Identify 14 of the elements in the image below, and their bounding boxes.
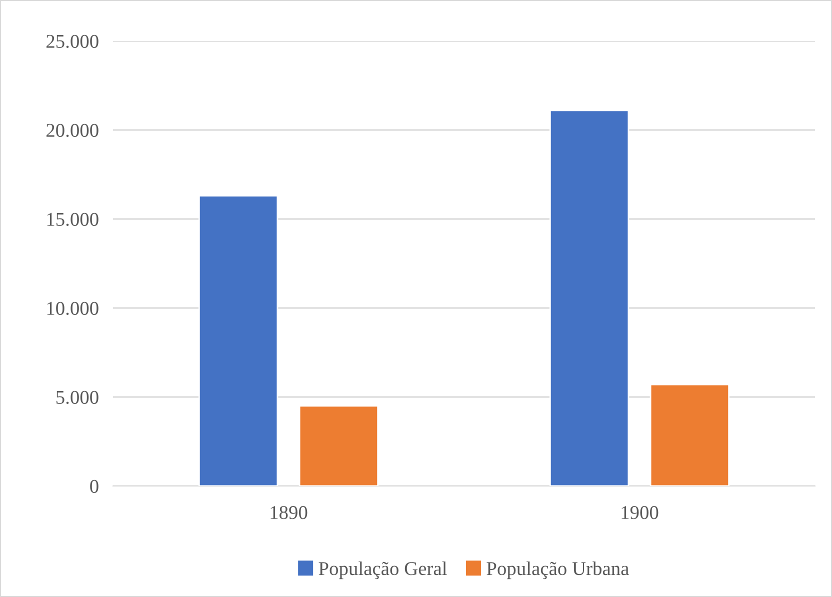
x-tick-label: 1900 [622,506,658,520]
y-tick-label: 20.000 [46,124,98,138]
y-tick-label: 25.000 [46,34,98,48]
bar [549,110,630,486]
y-tick-label: 0 [90,480,98,493]
bar [198,195,278,486]
y-tick-label: 5.000 [56,390,98,404]
y-tick-label: 10.000 [47,302,98,316]
bar [650,384,730,486]
bar [298,405,379,486]
legend-label: População Urbana [486,561,629,580]
x-tick-label: 1890 [270,506,308,520]
legend-label: População Geral [318,561,447,580]
y-tick-label: 15.000 [47,212,98,226]
